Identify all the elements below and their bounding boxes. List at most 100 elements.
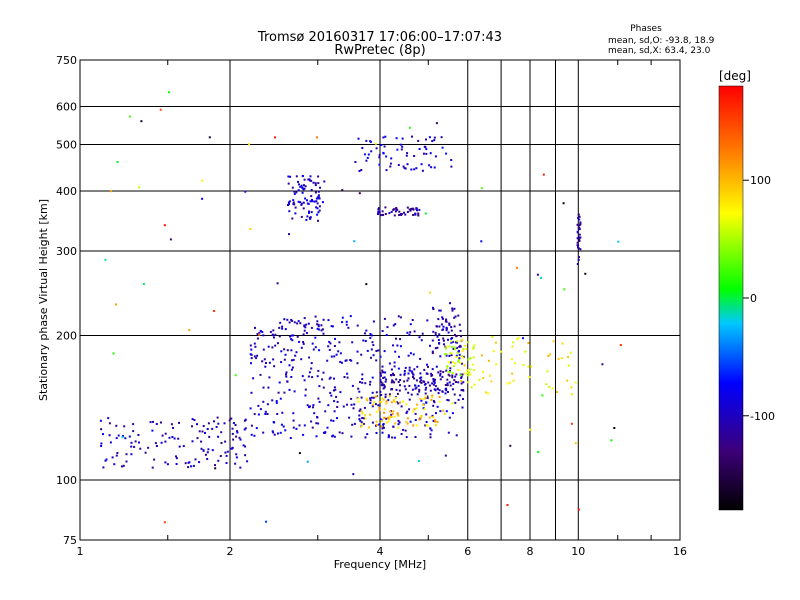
echo-point xyxy=(425,413,428,416)
echo-point xyxy=(298,183,300,186)
echo-point xyxy=(377,208,380,211)
echo-point xyxy=(344,359,347,362)
echo-point xyxy=(383,376,386,379)
echo-point xyxy=(413,377,416,380)
echo-point xyxy=(407,354,410,357)
echo-point xyxy=(469,357,472,360)
echo-point xyxy=(395,388,398,391)
echo-point xyxy=(327,319,330,322)
echo-point xyxy=(421,403,424,406)
echo-point xyxy=(305,332,308,334)
echo-point xyxy=(423,145,426,148)
echo-point xyxy=(428,416,431,419)
echo-point xyxy=(328,377,331,380)
echo-point xyxy=(202,449,205,452)
echo-point xyxy=(438,389,441,392)
echo-point xyxy=(138,441,140,444)
echo-point xyxy=(320,324,323,327)
echo-point xyxy=(214,464,216,467)
echo-point xyxy=(317,194,320,197)
echo-point xyxy=(291,186,294,189)
echo-point xyxy=(300,202,303,205)
echo-point xyxy=(160,441,163,444)
echo-point xyxy=(399,384,401,387)
echo-point xyxy=(577,213,580,216)
echo-point xyxy=(562,202,565,205)
echo-point xyxy=(231,432,234,435)
echo-point xyxy=(420,376,423,379)
echo-point xyxy=(294,212,297,215)
echo-point xyxy=(346,403,348,406)
echo-point xyxy=(372,403,375,406)
echo-point xyxy=(273,336,275,339)
echo-point xyxy=(122,464,125,467)
echo-point xyxy=(235,453,238,456)
echo-point xyxy=(383,408,386,411)
echo-point xyxy=(404,366,407,369)
echo-point xyxy=(414,436,417,438)
echo-point xyxy=(293,390,296,393)
echo-point xyxy=(311,342,314,345)
echo-point xyxy=(250,362,252,365)
echo-point xyxy=(261,360,264,363)
echo-point xyxy=(206,451,209,454)
echo-point xyxy=(345,323,348,326)
echo-point xyxy=(468,371,471,374)
echo-point xyxy=(406,410,409,413)
echo-point xyxy=(304,185,307,188)
echo-point xyxy=(425,401,428,404)
echo-point xyxy=(528,376,531,379)
echo-point xyxy=(428,291,431,294)
echo-point xyxy=(132,430,135,433)
echo-point xyxy=(377,210,380,213)
echo-point xyxy=(323,180,326,183)
echo-point xyxy=(317,219,319,222)
echo-point xyxy=(379,418,382,421)
echo-point xyxy=(360,353,363,356)
echo-point xyxy=(321,328,324,331)
echo-point xyxy=(304,394,307,397)
echo-point xyxy=(395,209,398,212)
echo-point xyxy=(264,365,267,368)
echo-point xyxy=(440,136,443,139)
echo-point xyxy=(121,436,124,439)
echo-point xyxy=(213,420,215,423)
echo-point xyxy=(584,272,587,275)
echo-point xyxy=(569,351,572,354)
echo-point xyxy=(394,323,397,326)
echo-point xyxy=(309,179,311,182)
echo-point xyxy=(272,431,275,434)
echo-point xyxy=(286,349,289,352)
echo-point xyxy=(339,360,342,363)
echo-point xyxy=(382,371,385,374)
echo-point xyxy=(399,345,402,348)
echo-point xyxy=(319,186,321,189)
echo-point xyxy=(446,384,449,387)
x-tick-label: 2 xyxy=(227,545,234,558)
echo-point xyxy=(311,198,313,201)
echo-point xyxy=(277,432,279,435)
echo-point xyxy=(403,211,405,214)
echo-point xyxy=(448,381,451,384)
echo-point xyxy=(388,212,391,215)
echo-point xyxy=(249,344,252,347)
echo-point xyxy=(224,451,227,454)
echo-point xyxy=(460,335,462,338)
echo-point xyxy=(394,210,397,213)
echo-point xyxy=(283,318,286,321)
echo-point xyxy=(433,136,436,139)
echo-point xyxy=(392,208,395,211)
echo-point xyxy=(305,323,308,326)
echo-point xyxy=(318,328,320,331)
echo-point xyxy=(250,348,253,351)
echo-point xyxy=(390,210,393,213)
echo-point xyxy=(109,441,112,444)
echo-point xyxy=(401,137,404,140)
echo-point xyxy=(266,403,269,406)
echo-point xyxy=(263,358,266,361)
echo-point xyxy=(432,308,435,311)
echo-point xyxy=(175,463,178,465)
echo-point xyxy=(132,423,135,426)
echo-point xyxy=(466,371,469,374)
echo-point xyxy=(397,402,400,405)
